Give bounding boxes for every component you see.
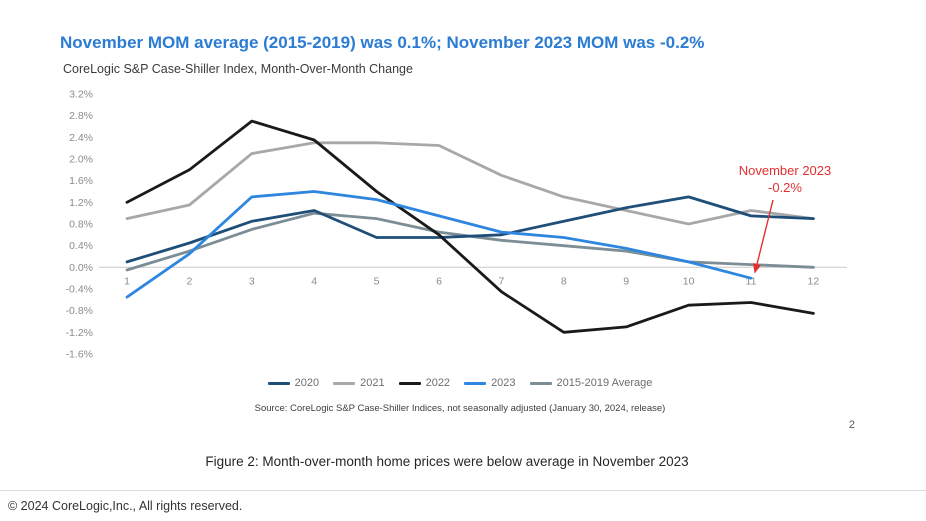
y-tick-label: 0.4% [69, 240, 93, 252]
annotation-arrow [752, 199, 774, 274]
legend-label: 2021 [360, 377, 385, 389]
footer-divider [0, 490, 926, 491]
legend-label: 2020 [294, 377, 320, 389]
x-tick-label: 7 [498, 275, 504, 287]
chart-legend: 2020 2021 2022 2023 2015-2019 Average [55, 377, 865, 389]
y-tick-label: -1.2% [66, 327, 93, 339]
legend-line-swatch [398, 381, 421, 385]
page-number: 2 [848, 419, 855, 431]
y-tick-label: 3.2% [69, 89, 93, 101]
legend-item-2021: 2021 [333, 377, 385, 389]
line-chart: 3.2% 2.8% 2.4% 2.0% 1.6% 1.2% 0.8% 0.4% 0.0% -0.4… [66, 89, 847, 361]
y-tick-label: -1.6% [66, 349, 93, 361]
y-tick-label: 0.0% [69, 262, 93, 274]
series-line-2020 [125, 195, 815, 264]
chart-title: CoreLogic S&P Case-Shiller Index, Month-… [63, 62, 413, 76]
y-tick-label: 2.0% [69, 154, 93, 166]
page-title: November MOM average (2015-2019) was 0.1… [60, 33, 705, 52]
legend-line-swatch [333, 381, 356, 385]
x-tick-label: 6 [436, 275, 442, 287]
legend-label: 2015-2019 Average [556, 377, 653, 389]
legend-label: 2022 [425, 377, 451, 389]
legend-item-2020: 2020 [267, 377, 320, 389]
x-tick-label: 8 [561, 275, 567, 287]
x-tick-label: 2 [186, 275, 192, 287]
x-tick-label: 5 [374, 275, 380, 287]
figure-caption: Figure 2: Month-over-month home prices w… [205, 454, 689, 469]
legend-item-2023: 2023 [464, 377, 516, 389]
x-tick-label: 9 [623, 275, 629, 287]
x-tick-label: 11 [746, 275, 757, 287]
source-note: Source: CoreLogic S&P Case-Shiller Indic… [254, 403, 666, 414]
legend-item-2022: 2022 [398, 377, 451, 389]
y-tick-label: 2.4% [69, 132, 93, 144]
annotation-november-2023-line2: -0.2% [768, 180, 802, 195]
series-line-2021 [125, 141, 815, 226]
y-tick-label: 0.8% [69, 219, 93, 231]
x-tick-label: 10 [683, 275, 695, 287]
legend-label: 2023 [491, 377, 516, 389]
y-tick-label: -0.4% [66, 284, 93, 296]
legend-line-swatch [267, 381, 290, 385]
y-tick-label: 1.2% [69, 197, 93, 209]
x-tick-label: 1 [124, 275, 130, 287]
x-tick-label: 4 [311, 275, 317, 287]
series-line-2023 [125, 190, 753, 299]
legend-line-swatch [529, 381, 552, 385]
y-tick-label: -0.8% [66, 305, 93, 317]
copyright-footer: © 2024 CoreLogic,Inc., All rights reserv… [8, 499, 243, 513]
legend-item-2015-2019-average: 2015-2019 Average [529, 377, 653, 389]
y-tick-label: 2.8% [69, 110, 93, 122]
legend-line-swatch [464, 381, 487, 385]
x-tick-label: 3 [249, 275, 255, 287]
chart-block: CoreLogic S&P Case-Shiller Index, Month-… [55, 62, 865, 414]
series-line-2022 [125, 119, 815, 334]
x-tick-label: 12 [808, 275, 820, 287]
annotation-november-2023-line1: November 2023 [739, 163, 832, 178]
y-tick-label: 1.6% [69, 175, 93, 187]
